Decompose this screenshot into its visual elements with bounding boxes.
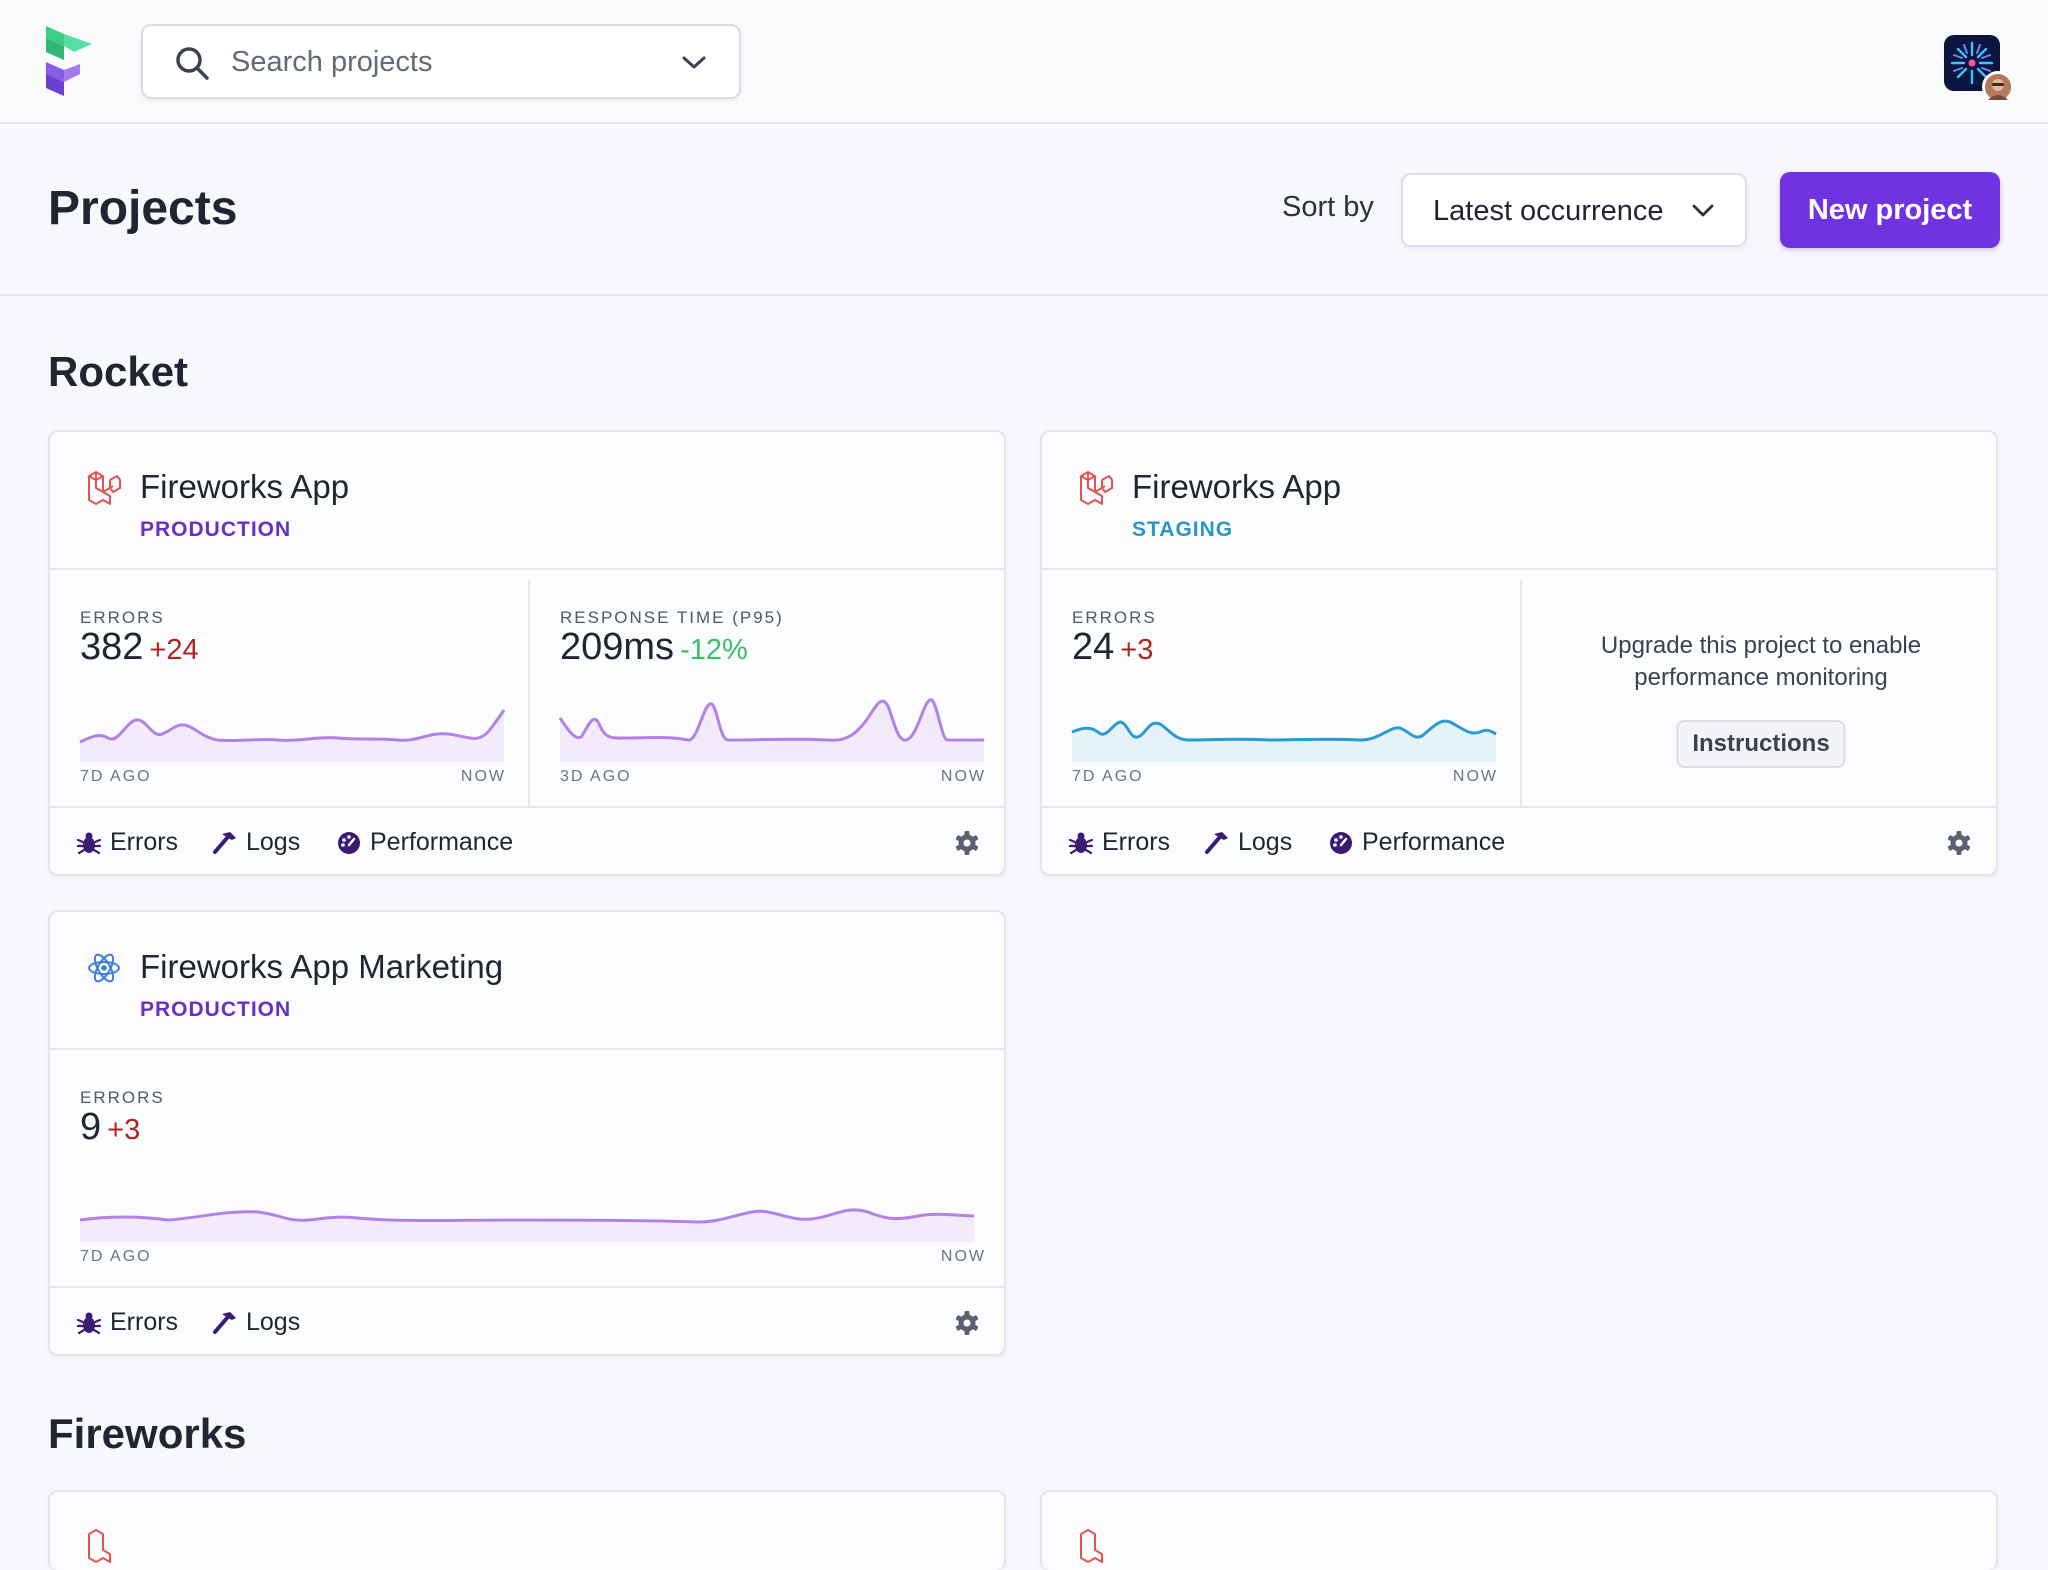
hammer-icon (213, 1312, 236, 1334)
project-card[interactable]: Fireworks App Marketing PRODUCTION ERROR… (48, 910, 1006, 1356)
errors-delta: +3 (107, 1114, 141, 1146)
react-icon (88, 953, 120, 983)
laravel-icon (1080, 1529, 1103, 1563)
project-card[interactable]: Fireworks App PRODUCTION ERRORS 382 +24 7… (48, 430, 1006, 876)
errors-sparkline (79, 709, 506, 762)
range-start-label: 7D AGO (80, 1248, 152, 1265)
settings-gear-icon[interactable] (1946, 830, 1972, 856)
card-footer: Errors Logs (50, 1290, 1004, 1356)
errors-label: ERRORS (1072, 608, 1157, 627)
errors-label: ERRORS (80, 608, 165, 627)
laravel-icon (88, 471, 121, 505)
bug-icon (1068, 832, 1094, 855)
metric-divider (1520, 580, 1522, 808)
errors-value: 24 +3 (1072, 626, 1154, 668)
sort-label: Sort by (1282, 191, 1374, 223)
range-end-label: NOW (940, 768, 986, 785)
response-time-value: 209ms -12% (560, 626, 748, 668)
hammer-icon (213, 832, 236, 854)
errors-delta: +24 (149, 634, 199, 666)
errors-value: 9 +3 (80, 1106, 141, 1148)
fireworks-burst-icon (1950, 41, 1994, 85)
errors-metric[interactable]: ERRORS 382 +24 7D AGO NOW (50, 572, 528, 808)
laravel-icon (1080, 471, 1113, 505)
section-title-rocket: Rocket (48, 348, 189, 395)
errors-metric[interactable]: ERRORS 9 +3 7D AGO NOW (50, 1052, 1008, 1288)
range-start-label: 3D AGO (560, 768, 632, 785)
project-card[interactable] (48, 1490, 1006, 1570)
range-start-label: 7D AGO (1072, 768, 1144, 785)
gauge-icon (1330, 832, 1352, 854)
card-footer: Errors Logs Performance (1042, 810, 1996, 876)
section-title-fireworks: Fireworks (48, 1410, 247, 1457)
page-header: Projects Sort by Latest occurrence New p… (0, 125, 2048, 296)
card-header: Fireworks App Marketing PRODUCTION (50, 912, 1004, 1050)
errors-sparkline (79, 1208, 975, 1242)
bug-icon (76, 1312, 102, 1335)
response-time-delta: -12% (680, 634, 748, 666)
environment-badge: PRODUCTION (140, 998, 292, 1021)
page-title: Projects (48, 182, 238, 235)
instructions-button[interactable]: Instructions (1676, 720, 1846, 768)
card-header: Fireworks App STAGING (1042, 432, 1996, 570)
laravel-icon (88, 1529, 111, 1563)
settings-gear-icon[interactable] (954, 1310, 980, 1336)
range-end-label: NOW (1452, 768, 1498, 785)
settings-gear-icon[interactable] (954, 830, 980, 856)
card-header: Fireworks App PRODUCTION (50, 432, 1004, 570)
upgrade-panel: Upgrade this project to enable performan… (1522, 572, 2000, 808)
project-name[interactable]: Fireworks App (1132, 468, 1342, 505)
range-start-label: 7D AGO (80, 768, 152, 785)
organization-avatar[interactable] (1944, 35, 2000, 91)
response-time-label: RESPONSE TIME (P95) (560, 608, 784, 627)
errors-label: ERRORS (80, 1088, 165, 1107)
metric-divider (528, 580, 530, 808)
chevron-down-icon[interactable] (681, 52, 707, 74)
chevron-down-icon (1692, 204, 1714, 217)
search-box[interactable]: Search projects (141, 24, 741, 99)
sort-value: Latest occurrence (1433, 195, 1664, 227)
upgrade-message: Upgrade this project to enable performan… (1600, 632, 1922, 691)
errors-metric[interactable]: ERRORS 24 +3 7D AGO NOW (1042, 572, 1520, 808)
errors-delta: +3 (1120, 634, 1154, 666)
project-name[interactable]: Fireworks App (140, 468, 350, 505)
top-bar: Search projects (0, 0, 2048, 124)
errors-value: 382 +24 (80, 626, 199, 668)
response-time-sparkline (558, 698, 984, 762)
response-time-metric[interactable]: RESPONSE TIME (P95) 209ms -12% 3D AGO NOW (530, 572, 1008, 808)
metrics-panel: ERRORS 24 +3 7D AGO NOW Upgrade this proj… (1042, 572, 1996, 808)
project-card[interactable] (1040, 1490, 1998, 1570)
search-icon (176, 47, 209, 80)
bug-icon (76, 832, 102, 855)
project-name[interactable]: Fireworks App Marketing (140, 948, 504, 985)
new-project-button[interactable]: New project (1780, 172, 2000, 248)
range-end-label: NOW (940, 1248, 986, 1265)
gauge-icon (338, 832, 360, 854)
card-footer: Errors Logs Performance (50, 810, 1004, 876)
metrics-panel: ERRORS 382 +24 7D AGO NOW RESPONSE TIME (… (50, 572, 1004, 808)
project-card[interactable]: Fireworks App STAGING ERRORS 24 +3 7D AGO… (1040, 430, 1998, 876)
metrics-panel: ERRORS 9 +3 7D AGO NOW (50, 1052, 1004, 1288)
user-avatar[interactable] (1982, 71, 2014, 103)
sort-select[interactable]: Latest occurrence (1401, 173, 1747, 247)
hammer-icon (1205, 832, 1228, 854)
user-face-icon (1985, 74, 2011, 100)
range-end-label: NOW (460, 768, 506, 785)
search-input[interactable]: Search projects (231, 46, 433, 78)
errors-sparkline (1071, 719, 1497, 762)
environment-badge: STAGING (1132, 518, 1234, 541)
environment-badge: PRODUCTION (140, 518, 292, 541)
app-logo-icon[interactable] (44, 26, 96, 98)
